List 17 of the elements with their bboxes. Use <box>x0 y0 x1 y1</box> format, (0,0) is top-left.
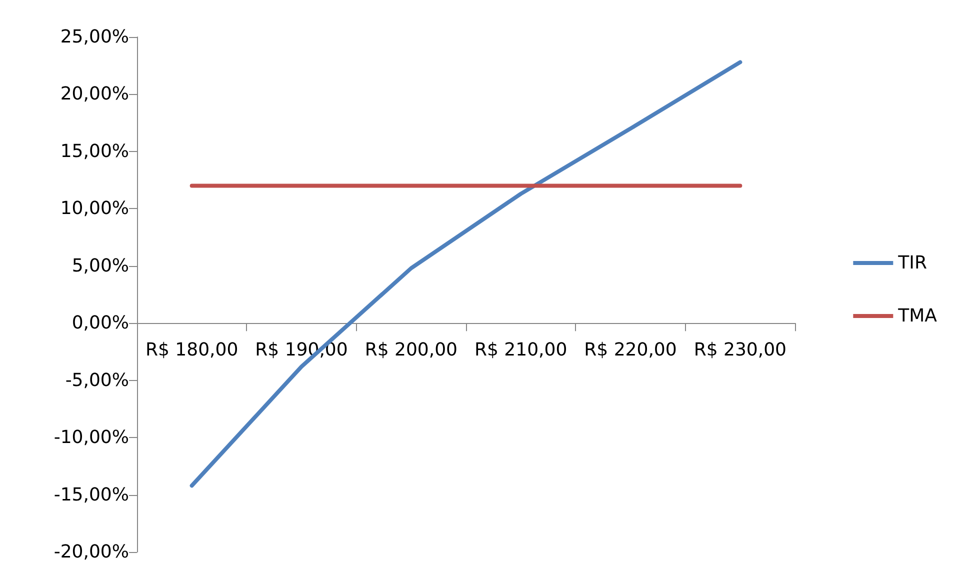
y-tick-label: 15,00% <box>60 140 129 162</box>
y-tick-label: 25,00% <box>60 26 129 48</box>
y-tick-label: -15,00% <box>54 484 129 506</box>
legend-label: TMA <box>897 306 938 326</box>
y-tick-label: 5,00% <box>72 255 129 276</box>
y-tick-label: 20,00% <box>60 84 129 105</box>
legend-label: TIR <box>897 252 927 274</box>
x-tick-label: R$ 210,00 <box>474 340 568 361</box>
y-tick-label: -5,00% <box>65 370 129 391</box>
x-tick-label: R$ 230,00 <box>694 340 787 361</box>
y-tick-label: 0,00% <box>72 312 129 334</box>
y-tick-label: -10,00% <box>54 427 129 448</box>
x-tick-label: R$ 220,00 <box>584 340 677 361</box>
y-tick-label: -20,00% <box>54 542 129 562</box>
x-tick-label: R$ 180,00 <box>145 340 238 361</box>
y-tick-label: 10,00% <box>60 198 129 220</box>
x-tick-label: R$ 200,00 <box>364 340 458 361</box>
